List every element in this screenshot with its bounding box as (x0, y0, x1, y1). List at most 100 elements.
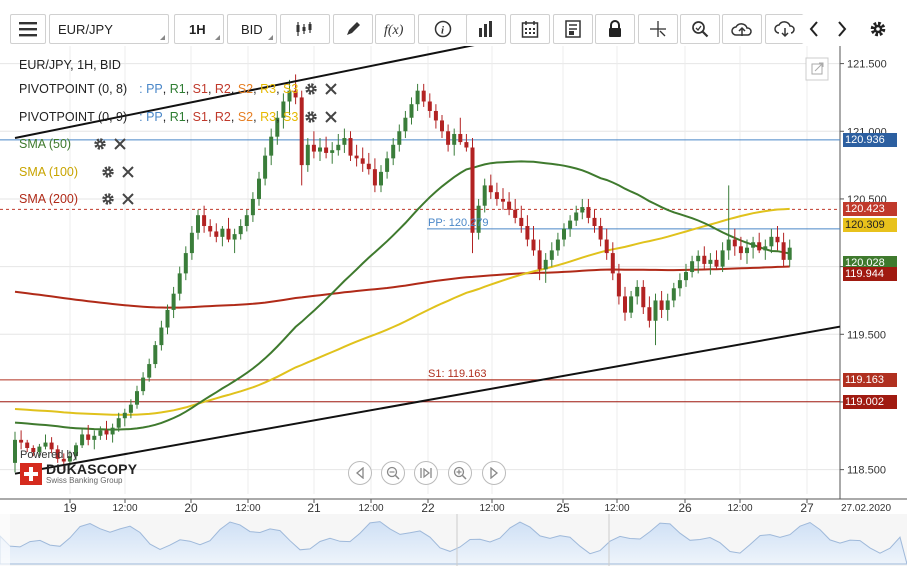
scroll-right-button[interactable] (830, 14, 854, 44)
candle (342, 138, 347, 145)
candle (647, 307, 652, 321)
candle (757, 242, 762, 251)
candle (635, 286, 640, 297)
candle (690, 261, 695, 273)
instrument-select[interactable]: EUR/JPY (49, 14, 169, 44)
legend-pivot-2[interactable]: PIVOTPOINT (0, 9) : PP, R1, S1, R2, S2, … (19, 110, 338, 124)
candle (141, 377, 146, 392)
svg-text:i: i (441, 25, 445, 37)
download-button[interactable] (765, 14, 805, 44)
candle (714, 259, 719, 267)
calendar-button[interactable] (510, 14, 550, 44)
candle (763, 246, 768, 251)
lock-button[interactable] (595, 14, 635, 44)
gear-icon[interactable] (101, 192, 115, 206)
menu-button[interactable] (10, 14, 46, 44)
pivot-pp-label: PP: 120.279 (428, 217, 489, 229)
trend-line[interactable] (14, 46, 503, 140)
candle (244, 215, 249, 227)
settings-button[interactable] (864, 14, 892, 44)
timeframe-select[interactable]: 1H (174, 14, 224, 44)
instrument-label: EUR/JPY (58, 21, 113, 37)
candle (122, 412, 127, 419)
candle (281, 101, 286, 118)
candle (494, 192, 499, 199)
pp-key: PP (146, 82, 163, 96)
draw-tool-button[interactable] (333, 14, 373, 44)
legend-pivot-1[interactable]: PIVOTPOINT (0, 8) : PP, R1, S1, R2, S2, … (19, 82, 338, 96)
price-tag: 120.423 (843, 202, 897, 217)
legend-sma200[interactable]: SMA (200) (19, 192, 135, 206)
close-icon[interactable] (121, 165, 135, 179)
candle (781, 242, 786, 260)
cloud-upload-icon (731, 23, 752, 36)
price-side-select[interactable]: BID (227, 14, 277, 44)
sma100-line (14, 207, 790, 416)
gear-icon[interactable] (304, 82, 318, 96)
timeframe-label: 1H (189, 21, 206, 37)
fit-icon (420, 467, 432, 479)
close-icon[interactable] (324, 110, 338, 124)
x-tick-label: 12:00 (727, 503, 752, 514)
candle (189, 232, 194, 254)
candle (440, 120, 444, 132)
candle (525, 226, 530, 240)
candle (537, 250, 542, 270)
function-button[interactable]: f(x) (375, 14, 415, 44)
candle (720, 250, 725, 267)
candle (592, 217, 597, 227)
x-tick-label: 27.02.2020 (841, 503, 891, 514)
candle (220, 228, 225, 237)
candle (452, 133, 457, 145)
zoom-button[interactable] (680, 14, 720, 44)
candle (110, 427, 115, 435)
candle (171, 293, 176, 310)
candle (128, 404, 133, 413)
sma200-line (14, 265, 790, 309)
zoom-out-button[interactable] (381, 461, 405, 485)
zoom-out-icon (386, 466, 400, 480)
candle (147, 364, 152, 378)
maximize-icon[interactable] (805, 57, 829, 81)
upload-button[interactable] (722, 14, 762, 44)
candle (708, 259, 713, 264)
swiss-cross-icon (20, 462, 42, 485)
legend-sma50[interactable]: SMA (50) (19, 137, 127, 151)
close-icon[interactable] (324, 82, 338, 96)
gear-icon[interactable] (93, 137, 107, 151)
candle (360, 158, 365, 164)
candle (372, 169, 377, 186)
close-icon[interactable] (113, 137, 127, 151)
candle (427, 101, 432, 111)
candle (726, 239, 731, 251)
report-button[interactable] (553, 14, 593, 44)
candle (354, 155, 359, 159)
info-button[interactable]: i (418, 14, 468, 44)
navigator[interactable] (0, 514, 907, 566)
candle (177, 273, 182, 294)
trend-line[interactable] (14, 291, 907, 475)
reset-view-button[interactable] (414, 461, 438, 485)
x-tick-label: 12:00 (479, 503, 504, 514)
chart-type-button[interactable] (280, 14, 330, 44)
candle (604, 239, 609, 254)
zoom-in-button[interactable] (448, 461, 472, 485)
pan-right-button[interactable] (482, 461, 506, 485)
x-tick-label: 20 (184, 501, 198, 515)
candle (787, 247, 792, 260)
candle (318, 147, 322, 152)
gear-icon[interactable] (101, 165, 115, 179)
svg-text:f(x): f(x) (384, 23, 404, 38)
crosshair-button[interactable] (638, 14, 678, 44)
scroll-left-button[interactable] (802, 14, 826, 44)
x-tick-label: 12:00 (358, 503, 383, 514)
r2-key: R2 (214, 110, 231, 124)
candle (446, 131, 451, 145)
gear-icon[interactable] (304, 110, 318, 124)
pan-left-button[interactable] (348, 461, 372, 485)
volume-button[interactable] (466, 14, 506, 44)
candle (348, 138, 353, 156)
close-icon[interactable] (121, 192, 135, 206)
legend-sma100[interactable]: SMA (100) (19, 165, 135, 179)
